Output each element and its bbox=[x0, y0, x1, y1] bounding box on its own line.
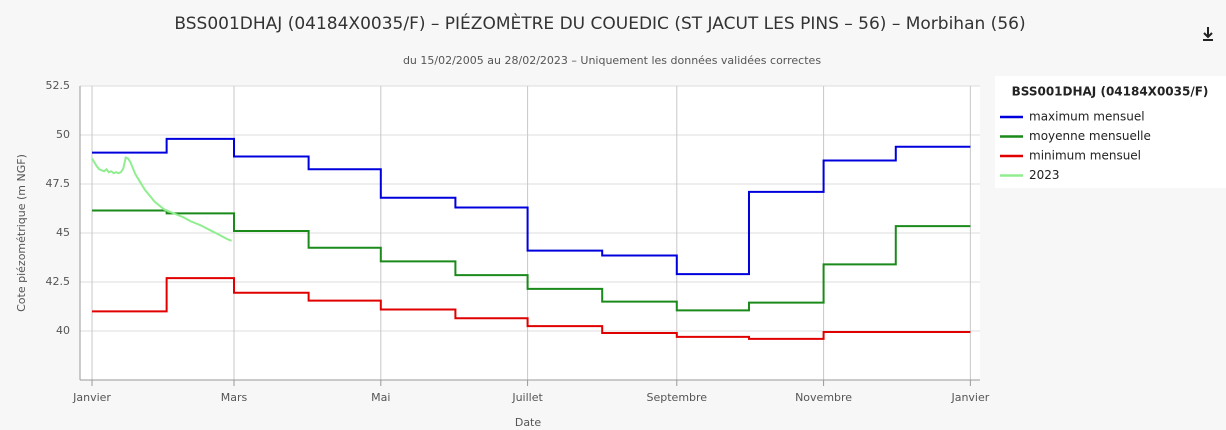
series-line bbox=[92, 209, 971, 312]
legend-label: minimum mensuel bbox=[1029, 149, 1141, 163]
y-tick-label: 50 bbox=[56, 128, 70, 141]
chart-title: BSS001DHAJ (04184X0035/F) – PIÉZOMÈTRE D… bbox=[174, 12, 1025, 34]
legend-box bbox=[995, 76, 1226, 188]
x-tick-label: Septembre bbox=[647, 391, 708, 404]
x-tick-label: Juillet bbox=[511, 391, 543, 404]
download-icon[interactable] bbox=[1203, 27, 1213, 41]
legend-title: BSS001DHAJ (04184X0035/F) bbox=[1012, 85, 1209, 99]
x-tick-label: Janvier bbox=[72, 391, 111, 404]
series-line bbox=[92, 137, 971, 276]
y-axis-label: Cote piézométrique (m NGF) bbox=[15, 154, 28, 312]
legend-label: moyenne mensuelle bbox=[1029, 129, 1151, 143]
x-tick-label: Mai bbox=[371, 391, 390, 404]
x-tick-label: Janvier bbox=[950, 391, 989, 404]
y-tick-label: 42.5 bbox=[46, 275, 71, 288]
x-axis-label: Date bbox=[515, 416, 542, 429]
series-line bbox=[91, 156, 232, 242]
x-tick-label: Mars bbox=[221, 391, 248, 404]
chart-subtitle: du 15/02/2005 au 28/02/2023 – Uniquement… bbox=[403, 54, 821, 67]
y-tick-label: 47.5 bbox=[46, 177, 71, 190]
download-glyph[interactable] bbox=[1203, 27, 1213, 41]
y-tick-label: 52.5 bbox=[46, 79, 71, 92]
legend-label: 2023 bbox=[1029, 168, 1060, 182]
y-tick-label: 45 bbox=[56, 226, 70, 239]
y-tick-label: 40 bbox=[56, 324, 70, 337]
x-tick-label: Novembre bbox=[795, 391, 852, 404]
legend-label: maximum mensuel bbox=[1029, 110, 1145, 124]
series-line bbox=[92, 277, 971, 340]
